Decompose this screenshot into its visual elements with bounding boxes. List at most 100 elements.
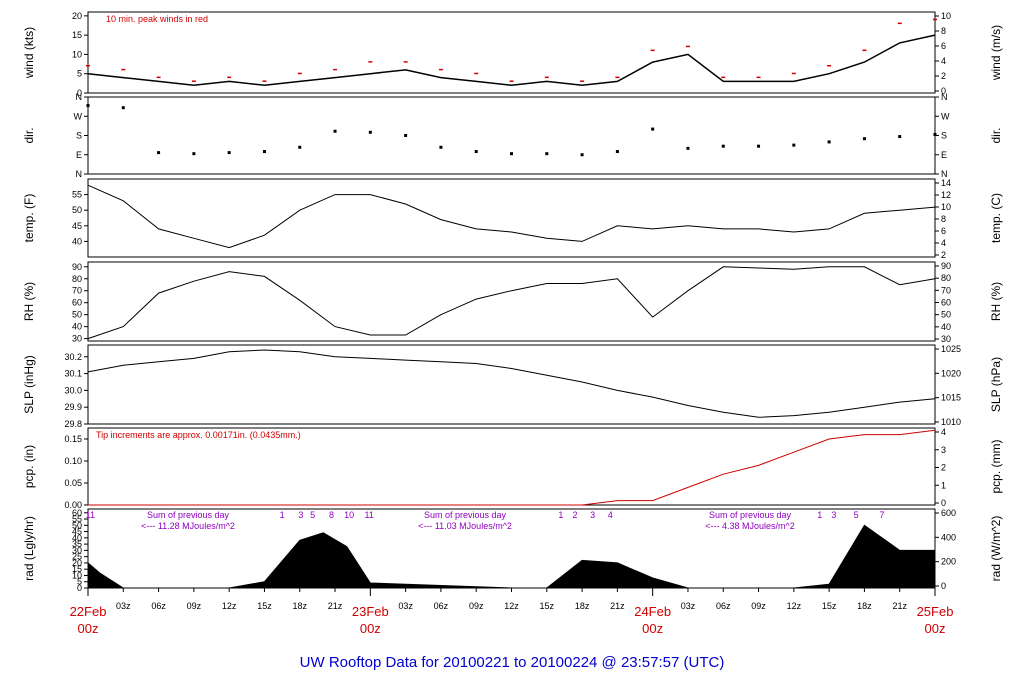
dir-point	[545, 152, 549, 156]
y-axis-label: temp. (F)	[22, 194, 36, 243]
y-tick-label: 5	[77, 69, 82, 79]
y-tick-label: 30.2	[64, 352, 82, 362]
hour-marker-label: 3	[590, 510, 595, 520]
y-tick-label-right: 30	[941, 334, 951, 344]
y-tick-label: 0	[77, 583, 82, 593]
x-tick-label: 18z	[292, 601, 307, 611]
peak-wind-mark	[474, 72, 479, 75]
y-tick-label-right: 90	[941, 261, 951, 271]
dir-point	[580, 153, 584, 157]
y-tick-label-right: 200	[941, 557, 956, 567]
y-tick-label-right: 1025	[941, 344, 961, 354]
peak-wind-mark	[227, 76, 232, 79]
x-tick-label: 12z	[222, 601, 237, 611]
x-tick-label: 06z	[151, 601, 166, 611]
hour-marker-label: 4	[608, 510, 613, 520]
peak-wind-mark	[897, 22, 902, 25]
y-tick-label-right: 1010	[941, 417, 961, 427]
y-tick-label-right: 6	[941, 226, 946, 236]
panel-frame	[87, 261, 936, 342]
peak-wind-mark	[685, 45, 690, 48]
y-tick-label: 55	[72, 190, 82, 200]
y-axis-label-right: rad (W/m^2)	[989, 516, 1003, 582]
y-axis-label: SLP (inHg)	[22, 355, 36, 413]
y-axis-label-right: RH (%)	[989, 282, 1003, 321]
peak-wind-mark	[791, 72, 796, 75]
x-tick-label: 15z	[257, 601, 272, 611]
series-line-temp	[87, 184, 936, 249]
hour-marker-label: 10	[344, 510, 354, 520]
hour-marker-label: 3	[298, 510, 303, 520]
y-tick-label: 45	[72, 221, 82, 231]
panel-frame	[87, 96, 936, 175]
series-line-slp	[87, 349, 936, 418]
y-tick-label-right: N	[941, 92, 948, 102]
panel-slp: 29.8 29.9 30.0 30.1 30.2 1010 1015 1020 1025 SLP …	[22, 344, 1003, 429]
y-tick-label: 30	[72, 334, 82, 344]
hour-marker-label: 8	[329, 510, 334, 520]
y-tick-label-right: 6	[941, 41, 946, 51]
peak-wind-mark	[368, 61, 373, 63]
y-tick-label: 30	[72, 545, 82, 555]
peak-wind-mark	[933, 18, 937, 21]
hour-marker-label: 7	[880, 510, 885, 520]
chart-title: UW Rooftop Data for 20100221 to 20100224…	[300, 654, 725, 671]
dir-point	[615, 150, 619, 154]
x-day-label: 23Feb	[352, 604, 389, 619]
sum-label-line1: Sum of previous day	[147, 510, 230, 520]
panel-frame	[87, 178, 936, 258]
y-tick-label: 25	[72, 552, 82, 562]
y-tick-label-right: W	[941, 111, 950, 121]
x-day-label: 25Feb	[917, 604, 954, 619]
peak-wind-mark	[403, 61, 408, 63]
sum-label-line1: Sum of previous day	[424, 510, 507, 520]
y-tick-label-right: 60	[941, 298, 951, 308]
peak-wind-mark	[544, 76, 549, 79]
y-tick-label: W	[74, 111, 83, 121]
dir-point	[439, 145, 443, 149]
y-axis-label: pcp. (in)	[22, 445, 36, 488]
y-tick-label: 10	[72, 49, 82, 59]
hour-marker-label: 1	[558, 510, 563, 520]
peak-wind-mark	[721, 76, 726, 79]
y-tick-label-right: 2	[941, 71, 946, 81]
panel-wind: 0 5 10 15 20 0 2 4 6 8 10 wind (kts) wind (m/s) 10 mi…	[22, 11, 1003, 98]
y-tick-label: 60	[72, 298, 82, 308]
x-day-label: 22Feb	[70, 604, 107, 619]
y-tick-label: 30.1	[64, 369, 82, 379]
panel-annotation: 10 min. peak winds in red	[106, 14, 208, 24]
dir-point	[333, 129, 337, 133]
dir-point	[651, 127, 655, 131]
x-tick-label: 21z	[610, 601, 625, 611]
hour-marker-label: 3	[831, 510, 836, 520]
dir-point	[86, 104, 90, 108]
y-tick-label: 0.00	[64, 500, 82, 510]
dir-point	[474, 150, 478, 154]
series-line-pcp	[88, 429, 936, 506]
y-axis-label-right: wind (m/s)	[989, 25, 1003, 81]
y-axis-label-right: SLP (hPa)	[989, 357, 1003, 412]
peak-wind-mark	[333, 68, 338, 71]
x-day-z-label: 00z	[642, 621, 663, 636]
peak-wind-mark	[438, 68, 443, 71]
y-tick-label: 40	[72, 322, 82, 332]
dir-point	[898, 135, 902, 139]
y-tick-label: 29.8	[64, 419, 82, 429]
sum-label-line2: <--- 11.03 MJoules/m^2	[418, 521, 512, 531]
y-tick-label: 30.0	[64, 385, 82, 395]
peak-wind-mark	[262, 80, 267, 82]
y-tick-label: S	[76, 131, 82, 141]
y-tick-label: 35	[72, 539, 82, 549]
series-line-rh	[87, 266, 936, 340]
x-tick-label: 09z	[187, 601, 202, 611]
y-axis-label-right: dir.	[989, 127, 1003, 143]
dir-point	[862, 137, 866, 141]
y-tick-label-right: 600	[941, 508, 956, 518]
dir-point	[157, 151, 161, 155]
dir-point	[227, 151, 231, 155]
x-tick-label: 06z	[434, 601, 449, 611]
hour-marker-label: 5	[854, 510, 859, 520]
peak-wind-mark	[86, 65, 90, 67]
dir-point	[192, 152, 196, 156]
